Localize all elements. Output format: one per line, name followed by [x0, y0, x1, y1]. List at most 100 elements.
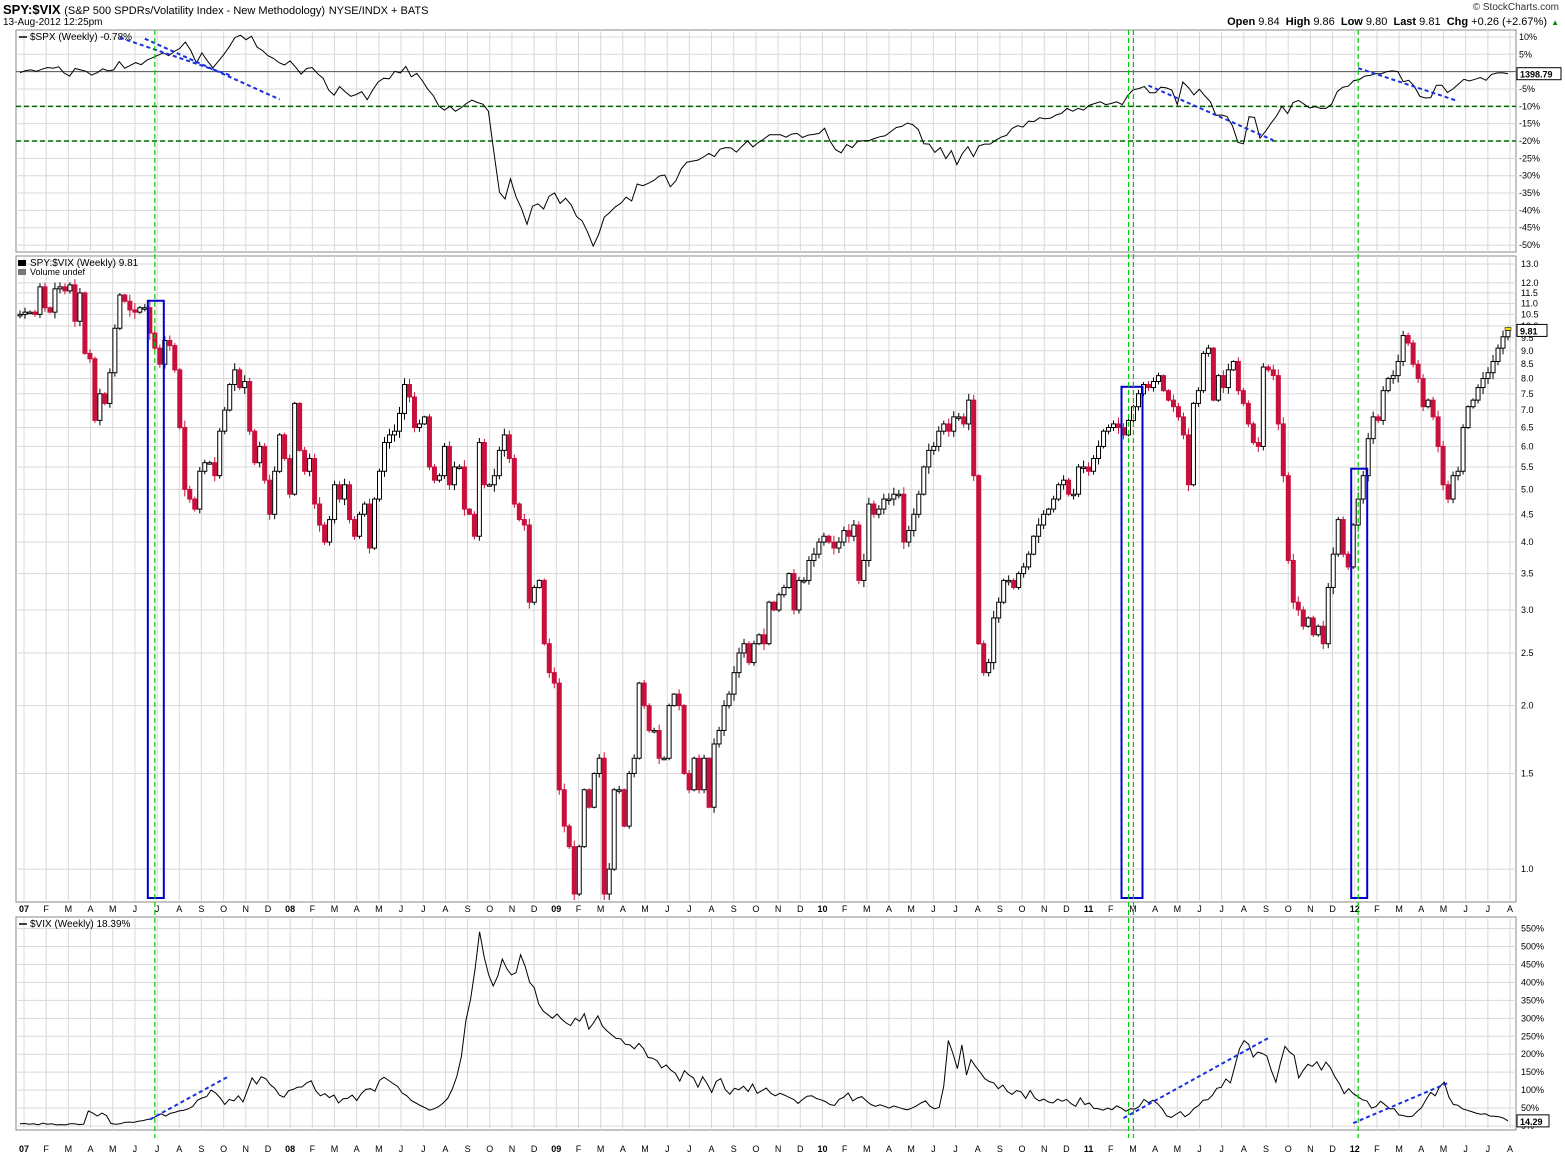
x-tick-label: A — [354, 1144, 360, 1154]
ratio-y-tick-label: 7.5 — [1521, 389, 1534, 399]
candle-body — [856, 524, 862, 581]
high-label: High — [1285, 16, 1311, 28]
x-tick-label: J — [1197, 1144, 1202, 1154]
ratio-y-tick-label: 5.5 — [1521, 462, 1534, 472]
candle-body — [177, 369, 183, 429]
candle-body — [391, 430, 397, 436]
spx-y-tick-label: -20% — [1519, 136, 1540, 146]
x-tick-label: S — [1263, 904, 1269, 914]
symbol-text: SPY:$VIX — [3, 2, 61, 17]
vix-y-tick-label: 400% — [1521, 977, 1544, 987]
x-tick-label: N — [1307, 1144, 1314, 1154]
spx-trendline — [1148, 84, 1274, 142]
candle-body — [1051, 498, 1057, 510]
x-tick-label: D — [1063, 904, 1070, 914]
spx-y-tick-label: -45% — [1519, 223, 1540, 233]
candle-body — [107, 372, 113, 404]
candle-body — [277, 434, 283, 472]
x-tick-label: J — [155, 1144, 160, 1154]
candle-body — [362, 503, 368, 515]
candle-body — [202, 462, 208, 472]
x-tick-label: O — [220, 1144, 227, 1154]
highlight-box — [1120, 385, 1144, 899]
candle-body — [581, 789, 587, 848]
x-tick-label: M — [1395, 1144, 1403, 1154]
candle-body — [1135, 393, 1141, 408]
candle-body — [122, 294, 128, 302]
candle-body — [891, 493, 897, 500]
candle-body — [506, 434, 512, 460]
candle-body — [1101, 430, 1107, 447]
x-tick-label: A — [88, 904, 94, 914]
x-tick-label: F — [43, 904, 49, 914]
x-tick-label: A — [1418, 904, 1424, 914]
x-tick-label: N — [775, 1144, 782, 1154]
x-tick-label: D — [531, 904, 538, 914]
candle-body — [247, 381, 253, 432]
candle-body — [1500, 336, 1506, 349]
candle-body — [1275, 375, 1281, 425]
candle-body — [142, 307, 148, 310]
candle-body — [1116, 423, 1122, 429]
candle-body — [1460, 427, 1466, 472]
candle-body — [1111, 423, 1117, 429]
candle-body — [786, 573, 792, 588]
candle-body — [222, 409, 228, 432]
candle-body — [1245, 402, 1251, 425]
candle-body — [32, 311, 38, 315]
candle-body — [811, 553, 817, 561]
ratio-y-tick-label: 11.5 — [1521, 288, 1538, 298]
candle-body — [576, 846, 582, 895]
x-tick-label: S — [465, 1144, 471, 1154]
vix-last-value-box — [1516, 1114, 1550, 1128]
candle-body — [586, 789, 592, 808]
candle-body — [426, 416, 432, 468]
candle-body — [132, 309, 138, 313]
candle-body — [596, 757, 602, 774]
x-tick-label: A — [620, 1144, 626, 1154]
candle-body — [806, 559, 812, 581]
x-tick-label: A — [354, 904, 360, 914]
ratio-panel-subtitle: Volume undef — [30, 267, 86, 277]
x-tick-label: S — [997, 904, 1003, 914]
candle-body — [112, 327, 118, 374]
vix-y-tick-label: 100% — [1521, 1085, 1544, 1095]
candle-body — [1265, 366, 1271, 371]
ratio-y-tick-label: 9.0 — [1521, 346, 1534, 356]
candle-body — [1490, 360, 1496, 374]
candle-body — [711, 743, 717, 808]
candle-body — [1270, 369, 1276, 377]
x-tick-label: M — [1395, 904, 1403, 914]
candle-body — [317, 503, 323, 526]
last-label: Last — [1393, 16, 1417, 28]
candle-body — [686, 772, 692, 791]
last-candle-marker — [1504, 327, 1512, 331]
x-tick-label: J — [931, 904, 936, 914]
candle-body — [1026, 553, 1032, 568]
candle-body — [981, 643, 987, 674]
ratio-last-value-box — [1516, 323, 1548, 337]
candle-body — [471, 513, 477, 537]
candle-body — [781, 586, 787, 596]
candle-body — [342, 484, 348, 500]
x-tick-label: M — [1174, 1144, 1182, 1154]
candle-body — [1180, 416, 1186, 436]
candle-body — [1160, 375, 1166, 392]
candle-body — [282, 434, 288, 460]
x-tick-label: M — [331, 1144, 339, 1154]
candle-body — [546, 643, 552, 674]
candle-body — [1056, 484, 1062, 500]
candle-body — [1280, 423, 1286, 477]
x-tick-label: A — [88, 1144, 94, 1154]
candle-body — [197, 470, 203, 510]
x-tick-label: F — [842, 904, 848, 914]
candle-body — [1440, 445, 1446, 486]
candle-body — [961, 416, 967, 425]
candle-body — [911, 513, 917, 532]
candle-body — [1185, 434, 1191, 486]
spx-y-tick-label: 5% — [1519, 49, 1532, 59]
brand-logo: © StockCharts.com — [1472, 2, 1559, 13]
candle-body — [82, 292, 88, 354]
ratio-y-tick-label: 8.5 — [1521, 359, 1534, 369]
candle-body — [571, 846, 577, 895]
